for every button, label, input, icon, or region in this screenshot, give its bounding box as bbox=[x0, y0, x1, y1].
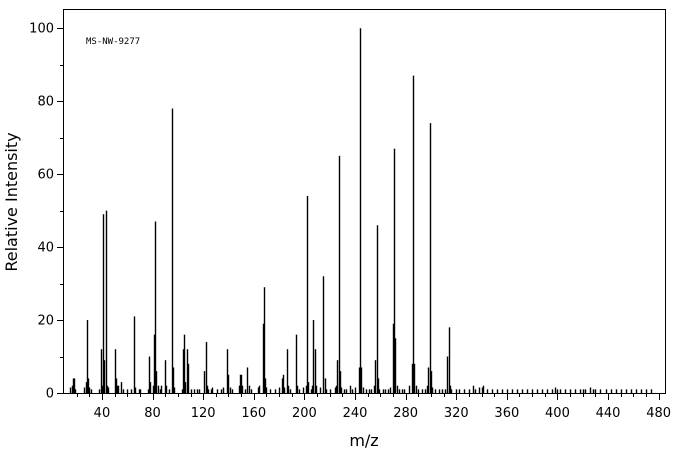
y-tick-label: 0 bbox=[46, 387, 54, 402]
x-tick-label: 40 bbox=[94, 406, 111, 421]
x-tick-label: 80 bbox=[144, 406, 161, 421]
y-axis-title: Relative Intensity bbox=[2, 132, 21, 271]
y-tick-label: 20 bbox=[37, 314, 54, 329]
x-tick-label: 160 bbox=[241, 406, 266, 421]
x-tick-label: 280 bbox=[393, 406, 418, 421]
y-axis-ticks: 0 20 40 60 80 100 bbox=[29, 22, 64, 402]
y-tick-label: 80 bbox=[37, 95, 54, 110]
plot-frame bbox=[63, 9, 666, 394]
spectrum-id-annotation: MS-NW-9277 bbox=[86, 37, 140, 47]
x-axis-title: m/z bbox=[349, 431, 378, 450]
x-tick-label: 320 bbox=[444, 406, 469, 421]
x-tick-label: 240 bbox=[343, 406, 368, 421]
x-tick-label: 200 bbox=[292, 406, 317, 421]
x-tick-label: 360 bbox=[494, 406, 519, 421]
x-tick-label: 440 bbox=[596, 406, 621, 421]
x-tick-label: 480 bbox=[646, 406, 671, 421]
x-tick-label: 400 bbox=[545, 406, 570, 421]
y-tick-label: 100 bbox=[29, 22, 54, 37]
y-tick-label: 40 bbox=[37, 241, 54, 256]
peak-series bbox=[69, 28, 653, 393]
x-axis-ticks: 40 80 120 160 200 240 280 320 360 400 440 480 bbox=[77, 393, 671, 421]
x-tick-label: 120 bbox=[191, 406, 216, 421]
y-tick-label: 60 bbox=[37, 168, 54, 183]
